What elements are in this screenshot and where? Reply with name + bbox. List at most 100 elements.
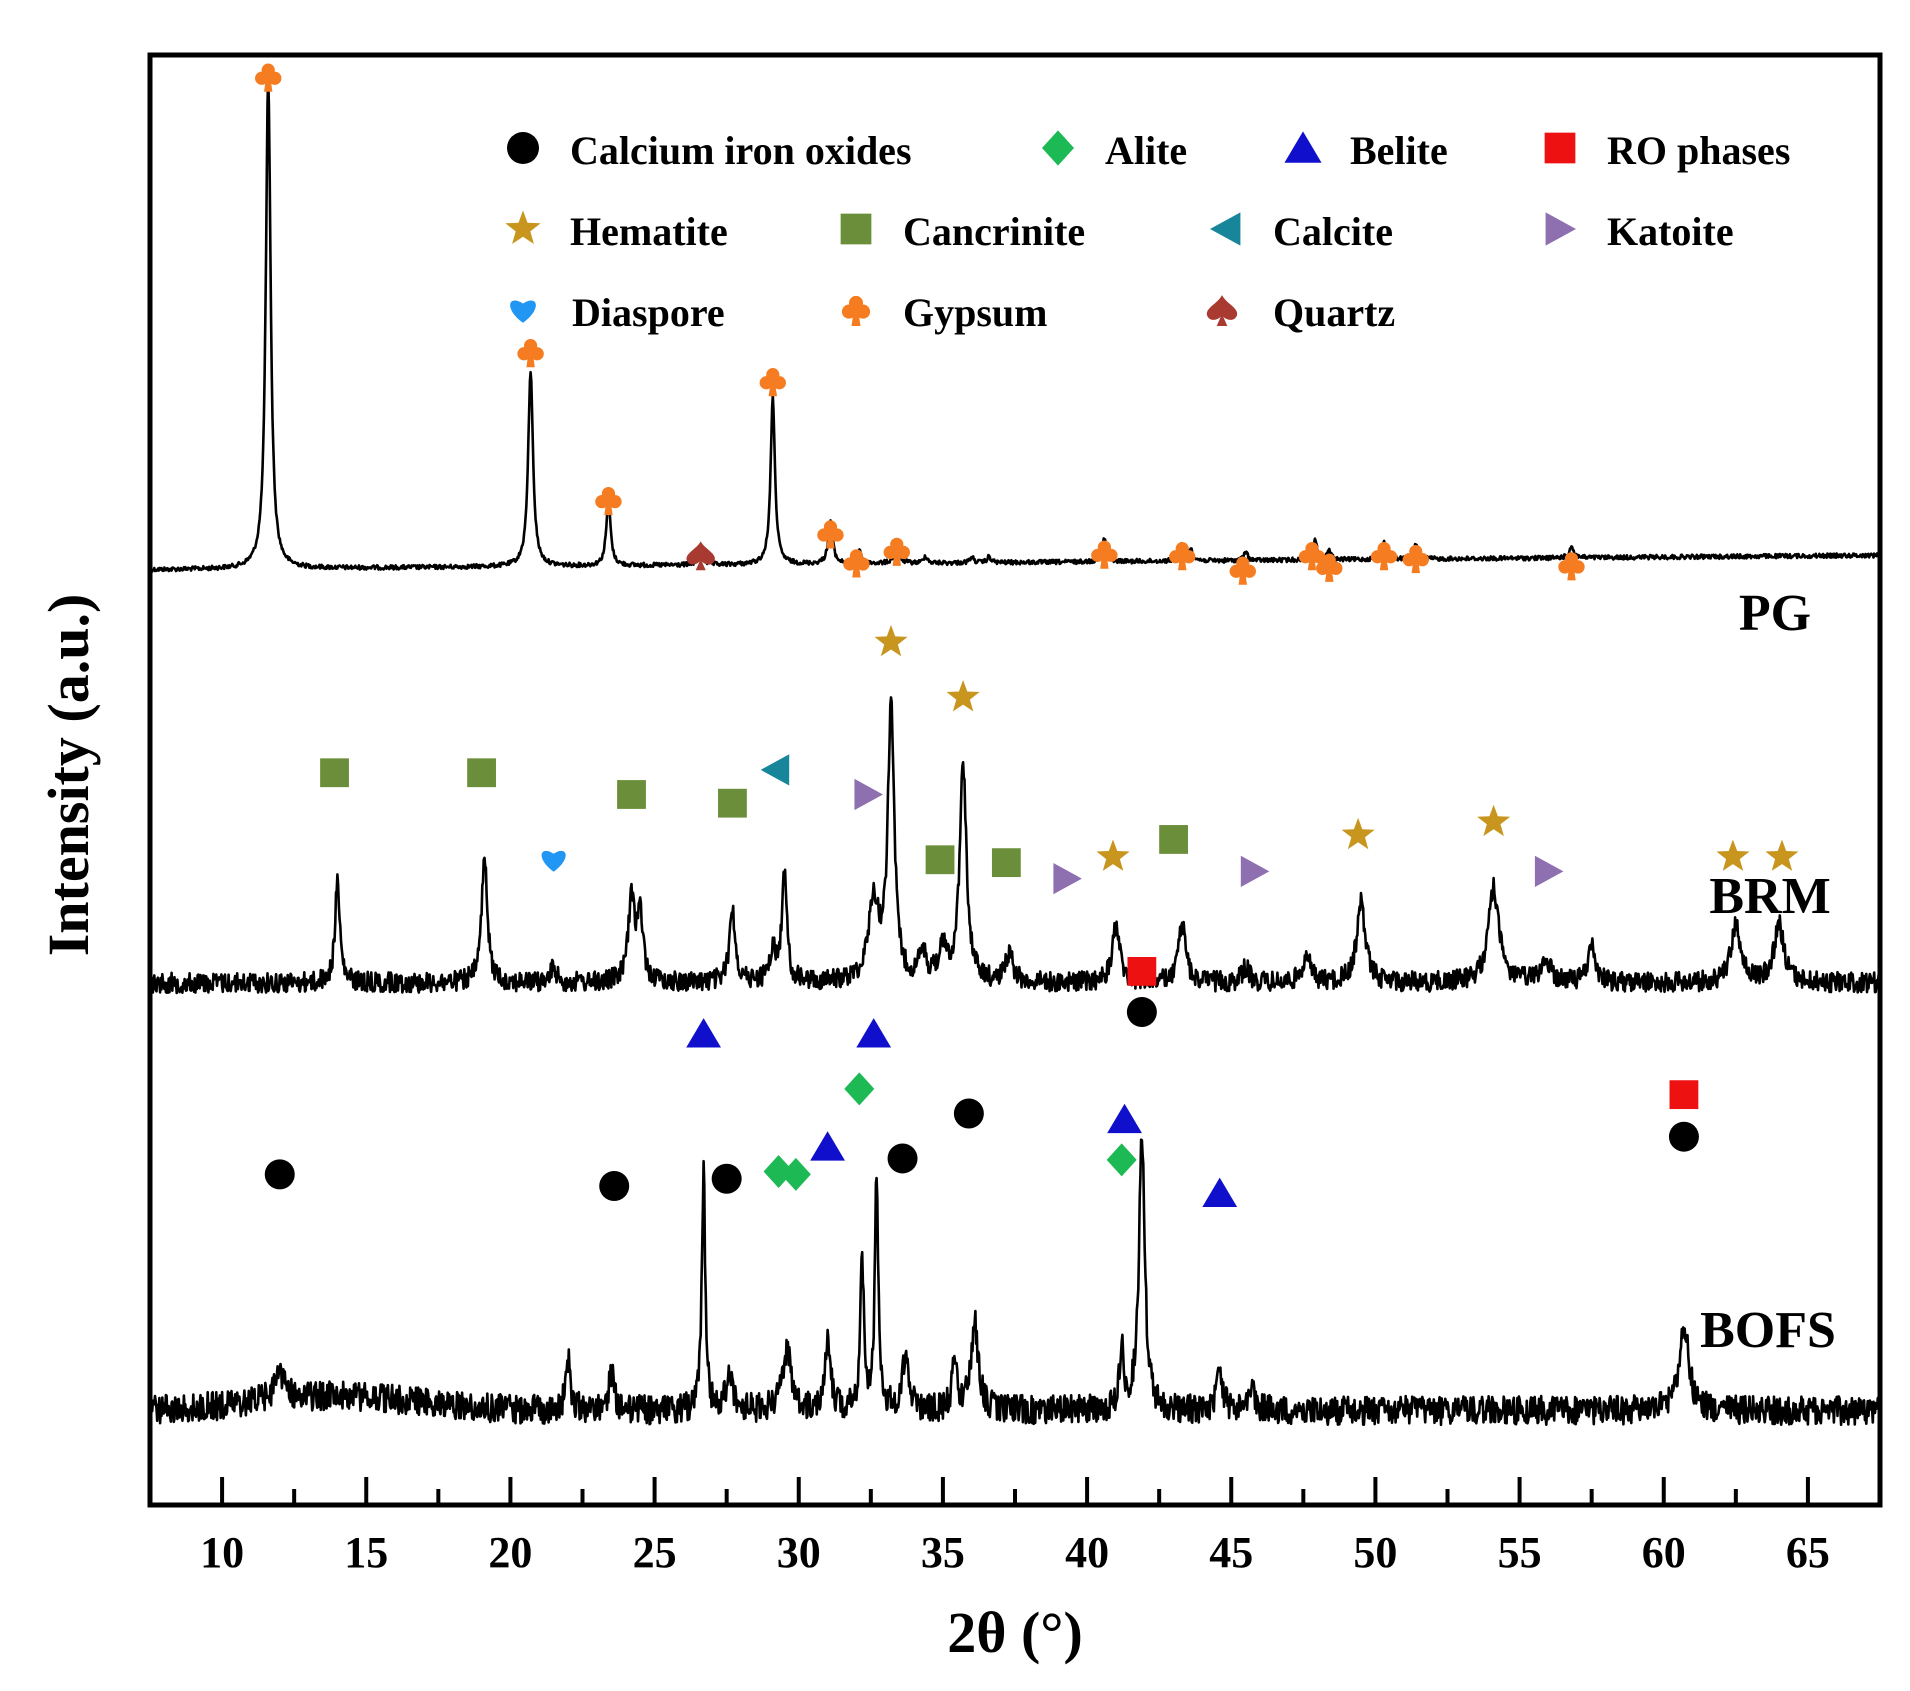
peak-marker-alite [1106, 1143, 1137, 1177]
peak-marker-belite [856, 1018, 892, 1048]
peak-marker-gypsum [1229, 556, 1256, 585]
sample-label-bofs: BOFS [1700, 1302, 1836, 1359]
legend-label: Calcium iron oxides [570, 128, 912, 173]
legend-label: Belite [1350, 128, 1448, 173]
x-tick-label: 35 [921, 1528, 965, 1577]
peak-marker-gypsum [843, 549, 870, 578]
peak-marker-calcium-iron-oxides [599, 1171, 630, 1201]
peak-marker-gypsum [883, 537, 910, 566]
peak-marker-alite [780, 1157, 811, 1191]
peak-marker-cancrinite [617, 780, 646, 809]
peak-marker-ro-phases [1669, 1080, 1699, 1110]
x-tick-label: 15 [344, 1528, 388, 1577]
legend: Calcium iron oxides Alite Belite RO phases H… [505, 128, 1790, 335]
peak-marker-calcite [760, 754, 790, 786]
x-tick-label: 60 [1642, 1528, 1686, 1577]
x-axis-title: 2θ (°) [947, 1600, 1083, 1665]
peak-marker-hematite [1096, 839, 1130, 871]
peak-marker-calcium-iron-oxides [953, 1098, 984, 1129]
y-axis-title: Intensity (a.u.) [36, 594, 101, 957]
legend-gypsum-icon [841, 295, 871, 326]
peak-marker-gypsum [817, 520, 844, 549]
peak-marker-gypsum [1316, 553, 1343, 582]
sample-label-pg: PG [1739, 585, 1811, 642]
peak-marker-hematite [1716, 839, 1750, 871]
legend-katoite-icon [1545, 212, 1576, 246]
x-axis-ticks: 10 15 20 25 30 35 40 45 50 55 60 65 [200, 1477, 1830, 1577]
peak-marker-ro-phases [1127, 957, 1157, 986]
peak-marker-gypsum [1558, 552, 1585, 581]
x-tick-label: 45 [1209, 1528, 1253, 1577]
peak-marker-calcium-iron-oxides [1126, 997, 1157, 1027]
legend-calcite-icon [1210, 212, 1241, 246]
x-tick-label: 25 [633, 1528, 677, 1577]
legend-label: Alite [1105, 128, 1187, 173]
peak-marker-belite [1202, 1177, 1238, 1208]
x-tick-label: 55 [1498, 1528, 1542, 1577]
sample-labels: PG BRM BOFS [1700, 585, 1836, 1359]
peak-marker-calcium-iron-oxides [264, 1159, 295, 1190]
peak-marker-quartz [686, 541, 715, 571]
peak-marker-gypsum [1091, 540, 1118, 569]
peak-marker-hematite [946, 680, 980, 712]
peak-marker-gypsum [1298, 542, 1326, 571]
peak-marker-hematite [874, 624, 908, 657]
peak-marker-hematite [1341, 817, 1375, 850]
legend-label: Diaspore [572, 290, 725, 335]
peak-marker-cancrinite [925, 845, 955, 875]
peak-marker-katoite [1240, 855, 1270, 887]
peak-marker-gypsum [255, 63, 282, 92]
peak-marker-calcium-iron-oxides [887, 1143, 918, 1174]
peak-marker-calcium-iron-oxides [711, 1163, 742, 1194]
x-tick-label: 50 [1353, 1528, 1397, 1577]
peak-marker-cancrinite [718, 788, 747, 818]
x-tick-label: 20 [488, 1528, 532, 1577]
peak-marker-cancrinite [320, 758, 349, 788]
peak-marker-cancrinite [467, 758, 496, 788]
legend-label: Hematite [570, 209, 728, 254]
x-tick-label: 10 [200, 1528, 244, 1577]
sample-label-brm: BRM [1709, 868, 1830, 925]
x-tick-label: 40 [1065, 1528, 1109, 1577]
peak-marker-gypsum [595, 486, 622, 516]
legend-diaspore-icon [510, 300, 536, 323]
peak-marker-cancrinite [991, 848, 1021, 878]
legend-hematite-icon [505, 210, 541, 244]
peak-marker-belite [1107, 1103, 1142, 1134]
peak-marker-belite [686, 1018, 721, 1048]
legend-calcium-iron-oxides-icon [507, 132, 539, 164]
peak-marker-alite [844, 1072, 875, 1106]
legend-label: Quartz [1273, 290, 1395, 335]
legend-belite-icon [1284, 131, 1322, 163]
legend-label: RO phases [1607, 128, 1790, 173]
x-tick-label: 65 [1786, 1528, 1830, 1577]
peak-marker-cancrinite [1159, 825, 1188, 854]
legend-label: Katoite [1607, 209, 1734, 254]
plot-frame [147, 52, 1883, 1508]
peak-marker-katoite [1534, 855, 1564, 887]
series-brm-line [148, 696, 1882, 995]
x-tick-label: 30 [777, 1528, 821, 1577]
peak-marker-gypsum [1370, 542, 1398, 571]
peak-marker-katoite [1053, 863, 1082, 895]
peak-marker-gypsum [759, 368, 787, 397]
peak-marker-belite [810, 1131, 845, 1161]
peak-marker-gypsum [1169, 542, 1196, 571]
legend-label: Gypsum [903, 290, 1048, 335]
peak-marker-gypsum [517, 339, 544, 368]
legend-label: Calcite [1273, 209, 1393, 254]
peak-marker-diaspore [541, 850, 566, 872]
legend-cancrinite-icon [840, 213, 872, 245]
peak-marker-katoite [854, 778, 883, 811]
peak-marker-calcium-iron-oxides [1668, 1121, 1699, 1152]
plot-area [148, 63, 1882, 1427]
legend-ro-phases-icon [1544, 132, 1576, 164]
peak-marker-gypsum [1402, 544, 1429, 574]
legend-alite-icon [1042, 130, 1074, 166]
legend-quartz-icon [1206, 295, 1238, 326]
legend-label: Cancrinite [903, 209, 1085, 254]
series-bofs-line [148, 1138, 1881, 1427]
peak-marker-hematite [1765, 839, 1799, 871]
series-pg-line [148, 75, 1881, 573]
